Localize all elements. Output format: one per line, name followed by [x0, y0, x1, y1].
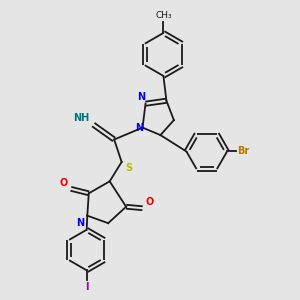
Text: CH₃: CH₃: [155, 11, 172, 20]
Text: N: N: [138, 92, 146, 102]
Text: I: I: [85, 282, 88, 292]
Text: NH: NH: [74, 113, 90, 123]
Text: N: N: [76, 218, 84, 228]
Text: Br: Br: [238, 146, 250, 157]
Text: N: N: [135, 123, 143, 133]
Text: O: O: [60, 178, 68, 188]
Text: O: O: [146, 197, 154, 207]
Text: S: S: [125, 164, 133, 173]
